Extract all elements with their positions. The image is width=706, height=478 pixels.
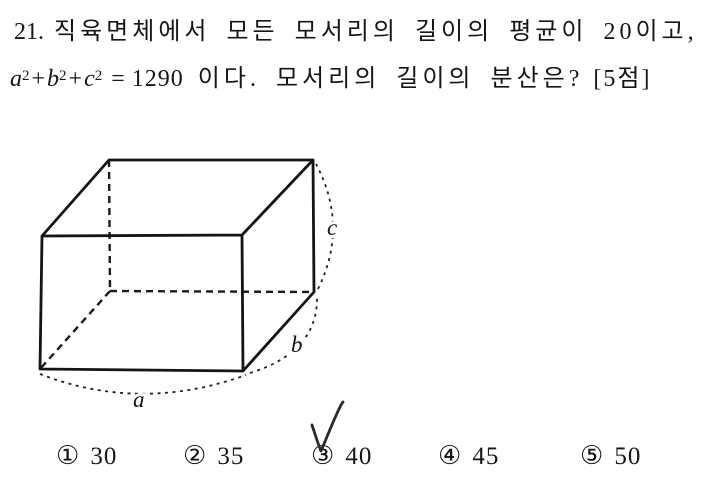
- exponent-c: 2: [94, 68, 103, 84]
- choice-2-value: 35: [217, 443, 245, 470]
- edge-label-b: b: [291, 332, 303, 357]
- edge-c-arc: [315, 163, 334, 290]
- choice-5-marker: ⑤: [580, 441, 604, 471]
- choice-4-value: 45: [472, 443, 500, 470]
- choice-4: ④ 45: [438, 441, 499, 471]
- plus-operator: +: [68, 66, 83, 92]
- choice-4-marker: ④: [438, 441, 462, 471]
- cuboid-solid-edges: [38, 158, 316, 373]
- statement-text-line1: 직육면체에서 모든 모서리의 길이의 평균이 20이고,: [54, 19, 698, 45]
- exponent-b: 2: [59, 68, 67, 84]
- problem-statement-line1: 21. 직육면체에서 모든 모서리의 길이의 평균이 20이고,: [14, 11, 698, 46]
- choice-1: ① 30: [56, 441, 117, 471]
- choice-2: ② 35: [183, 441, 244, 471]
- exponent-a: 2: [22, 68, 30, 84]
- cuboid-figure: a b c: [38, 158, 338, 412]
- problem-statement-line2: a2+b2+c2 = 1290 이다. 모서리의 길이의 분산은? [5점]: [10, 58, 652, 93]
- choice-3-value: 40: [345, 443, 373, 470]
- choice-3: ③ 40: [311, 441, 372, 471]
- choice-1-value: 30: [90, 443, 118, 470]
- equation: a2+b2+c2 = 1290: [10, 66, 184, 92]
- choice-2-marker: ②: [183, 441, 207, 471]
- statement-text-line2: 이다. 모서리의 길이의 분산은?: [197, 66, 584, 92]
- cuboid-hidden-edges: [39, 159, 315, 370]
- choice-1-marker: ①: [56, 441, 80, 471]
- variable-a: a: [10, 66, 22, 92]
- variable-c: c: [84, 66, 95, 92]
- equation-value: 1290: [131, 66, 184, 92]
- choice-3-marker: ③: [311, 441, 335, 471]
- equals-sign: =: [111, 66, 125, 92]
- edge-label-a: a: [133, 387, 145, 412]
- edge-label-c: c: [327, 215, 337, 240]
- variable-b: b: [47, 66, 60, 92]
- points-tag: [5점]: [593, 66, 652, 92]
- choice-5-value: 50: [614, 443, 642, 470]
- question-number: 21.: [14, 19, 44, 45]
- edge-b-arc: [249, 296, 318, 374]
- choice-5: ⑤ 50: [580, 441, 641, 471]
- plus-operator: +: [31, 66, 46, 92]
